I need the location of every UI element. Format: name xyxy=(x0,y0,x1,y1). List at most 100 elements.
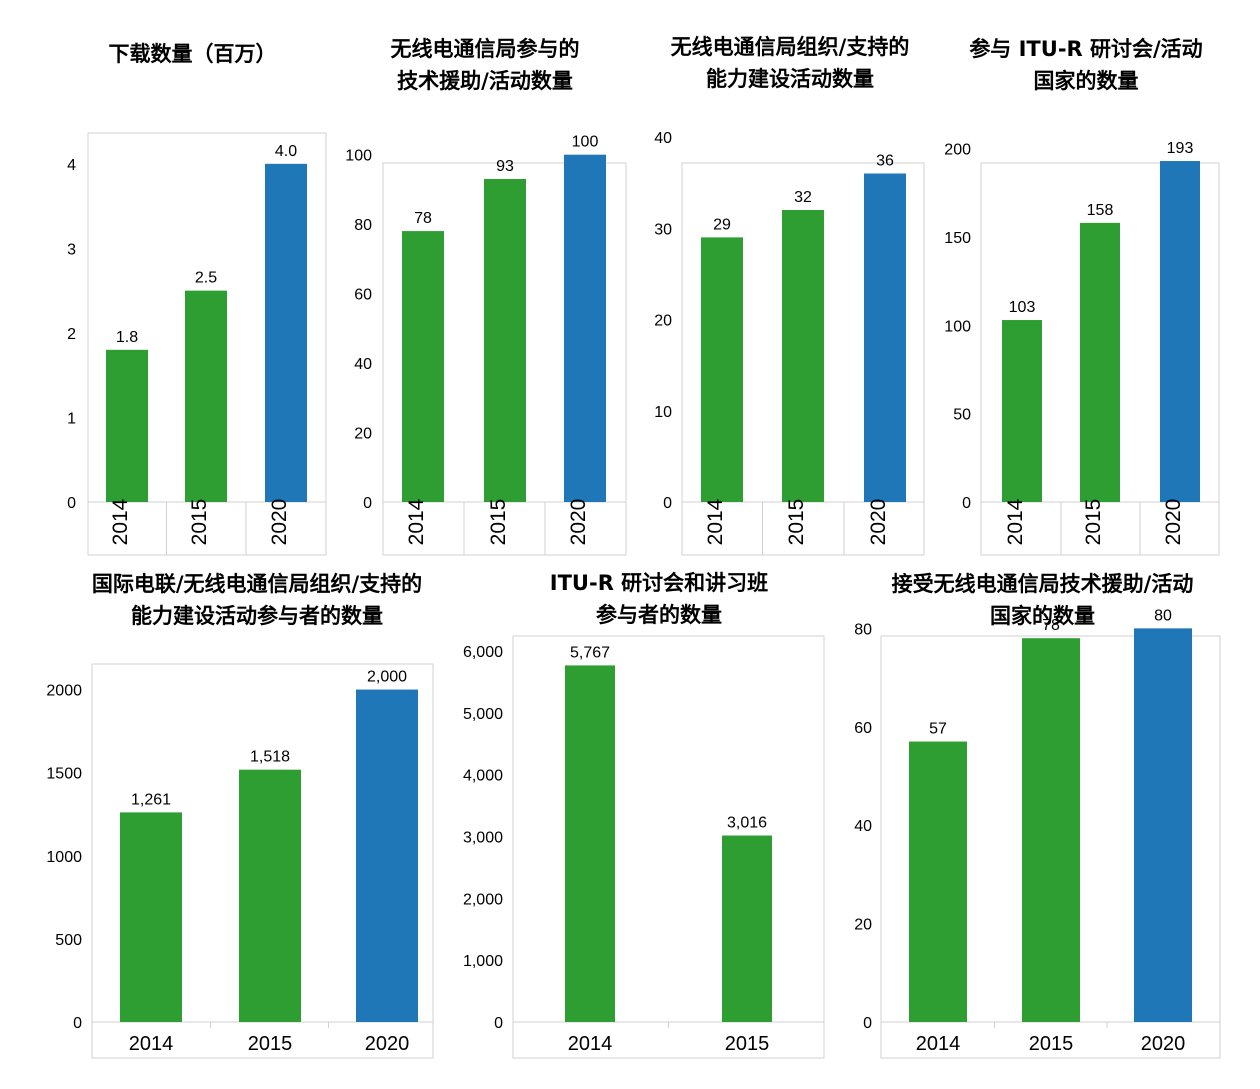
y-tick-label: 100 xyxy=(345,148,372,165)
data-label: 1.8 xyxy=(116,329,138,346)
plot-frame xyxy=(91,663,434,1059)
x-tick-label: 2015 xyxy=(725,1033,770,1055)
x-tick-label: 2014 xyxy=(568,1033,613,1055)
y-tick-label: 2,000 xyxy=(463,891,503,908)
y-tick-label: 2000 xyxy=(46,683,82,700)
bar xyxy=(185,290,227,502)
plot-frame xyxy=(382,162,627,556)
y-tick-label: 0 xyxy=(363,495,372,512)
bar xyxy=(356,689,418,1022)
data-label: 32 xyxy=(794,189,812,206)
bar xyxy=(402,231,444,502)
plot-frame xyxy=(980,162,1220,556)
data-label: 36 xyxy=(876,153,894,170)
data-label: 93 xyxy=(496,158,514,175)
data-label: 1,261 xyxy=(131,791,171,808)
y-tick-label: 5,000 xyxy=(463,706,503,723)
chart-title: 参与 ITU-R 研讨会/活动 国家的数量 xyxy=(969,37,1203,93)
y-tick-label: 0 xyxy=(67,495,76,512)
y-tick-label: 150 xyxy=(944,230,971,247)
bar xyxy=(701,237,743,502)
chart-title: 接受无线电通信局技术援助/活动 国家的数量 xyxy=(891,572,1194,628)
data-label: 4.0 xyxy=(275,143,297,160)
chart-title: 下载数量（百万） xyxy=(108,42,277,66)
bar xyxy=(1002,320,1042,502)
bar xyxy=(484,178,526,502)
x-tick-label: 2020 xyxy=(867,499,890,546)
y-tick-label: 0 xyxy=(863,1015,872,1032)
plot-frame xyxy=(880,635,1221,1059)
x-tick-label: 2020 xyxy=(365,1033,410,1055)
plot-frame xyxy=(512,635,825,1059)
chart-title: 无线电通信局参与的 技术援助/活动数量 xyxy=(390,37,580,93)
x-tick-label: 2015 xyxy=(785,499,808,546)
y-tick-label: 30 xyxy=(654,221,672,238)
bar xyxy=(120,812,182,1022)
y-tick-label: 1000 xyxy=(46,849,82,866)
y-tick-label: 6,000 xyxy=(463,644,503,661)
bar xyxy=(239,769,301,1022)
x-tick-label: 2014 xyxy=(1004,498,1027,545)
y-tick-label: 1,000 xyxy=(463,953,503,970)
y-tick-label: 40 xyxy=(354,356,372,373)
chart-title: 国际电联/无线电通信局组织/支持的 能力建设活动参与者的数量 xyxy=(91,572,423,628)
plot-frame xyxy=(681,162,925,556)
y-tick-label: 4 xyxy=(67,157,76,174)
x-tick-label: 2014 xyxy=(704,498,727,545)
bar xyxy=(265,163,307,502)
data-label: 3,016 xyxy=(727,815,767,832)
y-tick-label: 80 xyxy=(854,621,872,638)
data-label: 78 xyxy=(1042,617,1060,634)
bar xyxy=(782,210,824,502)
data-label: 158 xyxy=(1087,202,1114,219)
x-tick-label: 2015 xyxy=(188,499,211,546)
y-tick-label: 200 xyxy=(944,142,971,159)
bar xyxy=(1160,161,1200,503)
y-tick-label: 40 xyxy=(854,818,872,835)
y-tick-label: 4,000 xyxy=(463,768,503,785)
y-tick-label: 0 xyxy=(73,1015,82,1032)
y-tick-label: 3 xyxy=(67,241,76,258)
y-tick-label: 0 xyxy=(494,1015,503,1032)
y-tick-label: 1500 xyxy=(46,766,82,783)
data-label: 103 xyxy=(1009,299,1036,316)
x-tick-label: 2015 xyxy=(1029,1033,1074,1055)
bar xyxy=(565,665,615,1022)
data-label: 2,000 xyxy=(367,669,407,686)
data-label: 193 xyxy=(1167,140,1194,157)
y-tick-label: 20 xyxy=(354,426,372,443)
x-tick-label: 2014 xyxy=(109,498,132,545)
bar xyxy=(564,154,606,502)
y-tick-label: 1 xyxy=(67,410,76,427)
x-tick-label: 2020 xyxy=(1162,499,1185,546)
data-label: 100 xyxy=(572,134,599,151)
x-tick-label: 2015 xyxy=(487,499,510,546)
y-tick-label: 3,000 xyxy=(463,830,503,847)
x-tick-label: 2014 xyxy=(129,1033,174,1055)
y-tick-label: 80 xyxy=(354,217,372,234)
data-label: 5,767 xyxy=(570,644,610,661)
bar xyxy=(1134,628,1192,1022)
x-tick-label: 2020 xyxy=(268,499,291,546)
y-tick-label: 20 xyxy=(854,917,872,934)
bar xyxy=(1080,222,1120,502)
x-tick-label: 2014 xyxy=(405,498,428,545)
chart-title: 无线电通信局组织/支持的 能力建设活动数量 xyxy=(670,35,910,91)
chart-title: ITU-R 研讨会和讲习班 参与者的数量 xyxy=(549,571,769,627)
y-tick-label: 0 xyxy=(962,495,971,512)
plot-frame xyxy=(87,132,327,556)
bar xyxy=(722,835,772,1022)
y-tick-label: 500 xyxy=(55,932,82,949)
y-tick-label: 50 xyxy=(953,407,971,424)
y-tick-label: 100 xyxy=(944,318,971,335)
data-label: 29 xyxy=(713,216,731,233)
data-label: 78 xyxy=(414,210,432,227)
data-label: 1,518 xyxy=(250,749,290,766)
bar xyxy=(106,349,148,502)
